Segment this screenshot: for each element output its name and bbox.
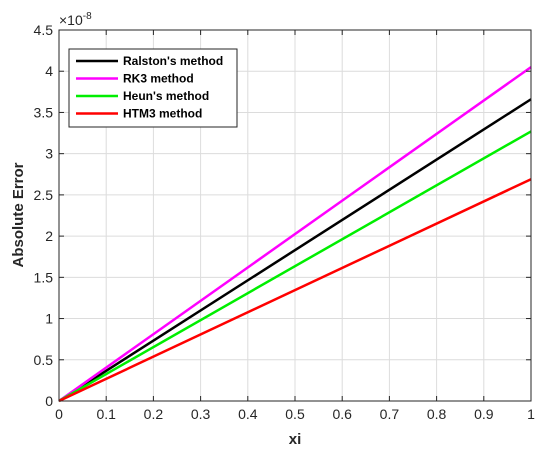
y-tick-label: 4 (45, 63, 53, 79)
legend-entries: Ralston's method RK3 method Heun's method H… (76, 54, 223, 121)
y-tick-label: 2.5 (34, 187, 54, 203)
x-tick-label: 0.7 (380, 406, 400, 422)
series-line-rk3-method (58, 66, 532, 403)
legend-label-rk3-method: RK3 method (123, 72, 194, 86)
x-tick-label: 0.1 (96, 406, 116, 422)
y-tick-label: 1.5 (34, 269, 54, 285)
y-tick-label: 3 (45, 146, 53, 162)
x-tick-label: 0.3 (191, 406, 211, 422)
series-line-htm3-method (58, 178, 532, 403)
legend-label-ralston-s-method: Ralston's method (123, 54, 223, 68)
y-scale-exponent: ×10-8 (59, 11, 92, 28)
y-scale-power: -8 (83, 11, 92, 22)
x-tick-label: 0.6 (332, 406, 352, 422)
y-tick-label: 3.5 (34, 104, 54, 120)
legend-label-heun-s-method: Heun's method (123, 89, 209, 103)
x-tick-label: 0.9 (474, 406, 494, 422)
x-tick-label: 0.2 (144, 406, 164, 422)
x-axis-label: xi (289, 431, 302, 448)
y-tick-label: 0 (45, 393, 53, 409)
axis-ticks (58, 29, 532, 402)
legend: Ralston's method RK3 method Heun's method H… (68, 48, 238, 128)
y-tick-label: 2 (45, 228, 53, 244)
x-tick-label: 0.8 (427, 406, 447, 422)
y-tick-label: 1 (45, 311, 53, 327)
x-tick-label: 0.4 (238, 406, 258, 422)
y-tick-label: 4.5 (34, 22, 54, 38)
series-lines (58, 66, 532, 403)
y-tick-labels: 0 0.5 1 1.5 2 2.5 3 3.5 4 4.5 (34, 22, 54, 409)
x-tick-label: 1 (527, 406, 535, 422)
x-tick-labels: 0 0.1 0.2 0.3 0.4 0.5 0.6 0.7 0.8 0.9 1 (55, 406, 535, 422)
x-tick-label: 0.5 (285, 406, 305, 422)
y-tick-label: 0.5 (34, 352, 54, 368)
y-axis-label: Absolute Error (10, 162, 27, 267)
series-line-ralston-s-method (58, 98, 532, 403)
legend-label-htm3-method: HTM3 method (123, 107, 202, 121)
y-scale-base: ×10 (59, 12, 83, 28)
series-line-heun-s-method (58, 130, 532, 403)
x-tick-label: 0 (55, 406, 63, 422)
